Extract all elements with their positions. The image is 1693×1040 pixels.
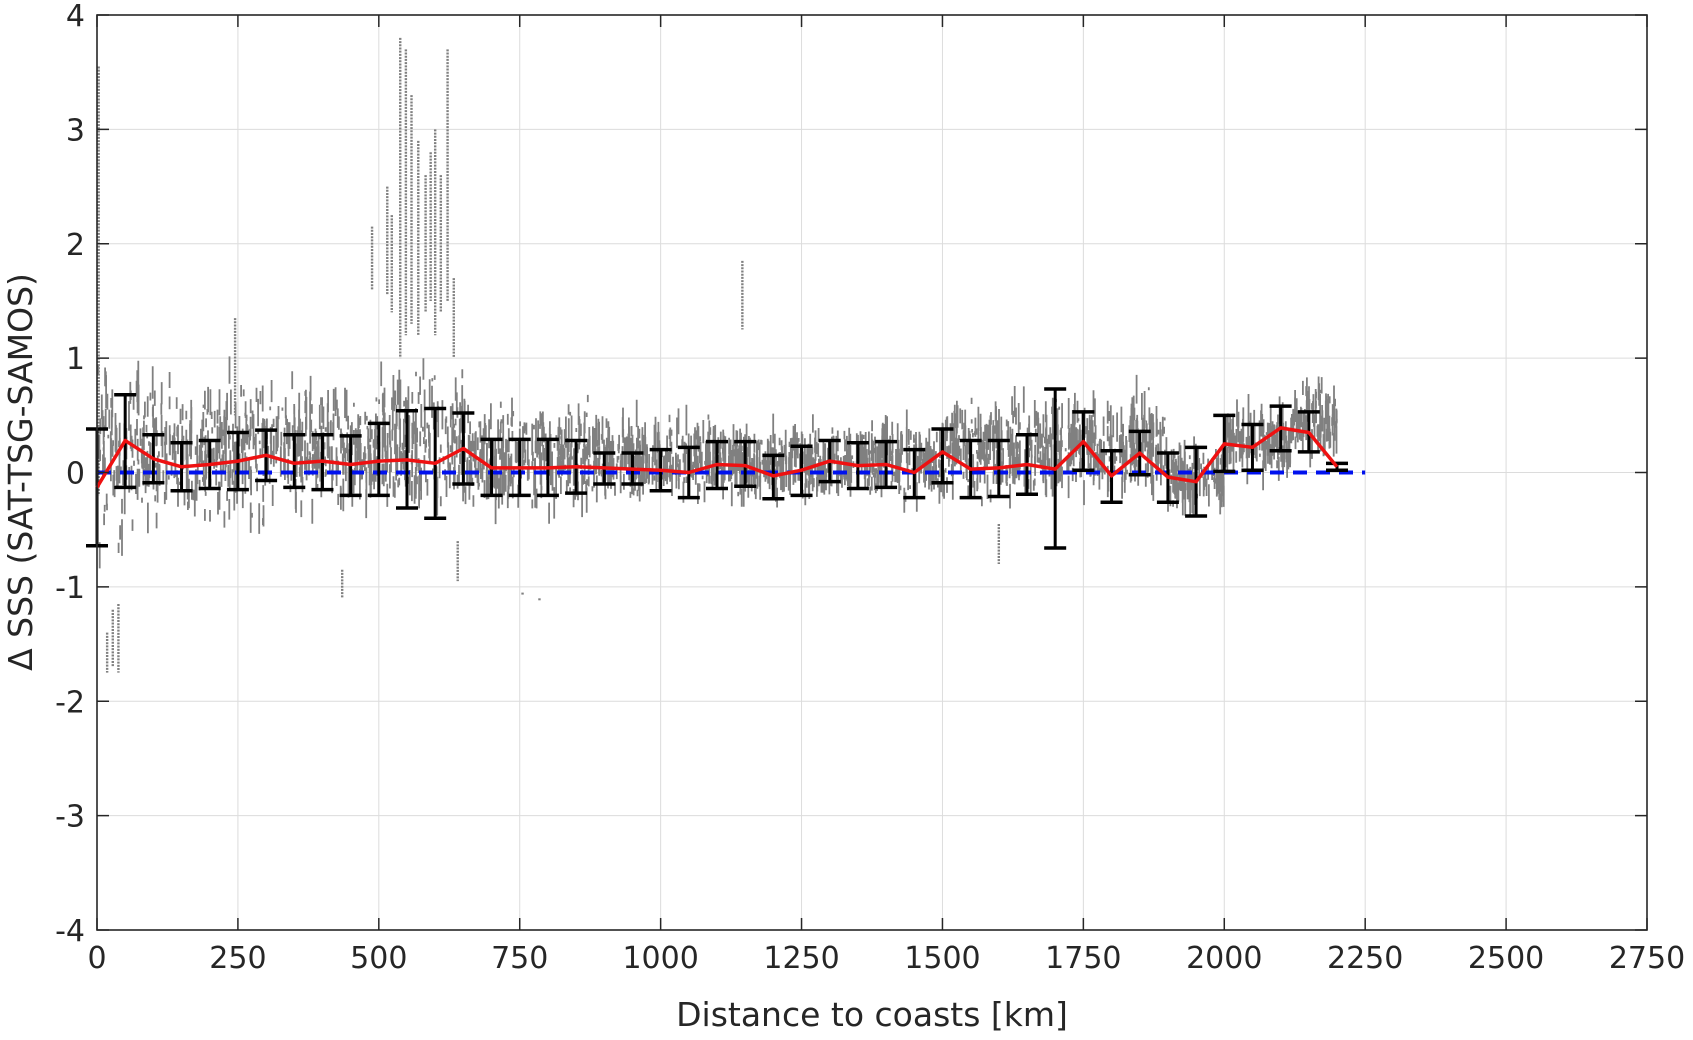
- x-tick-label-10: 2500: [1468, 941, 1544, 976]
- y-tick-label-7: 3: [66, 113, 85, 148]
- x-tick-label-6: 1500: [904, 941, 980, 976]
- scatter-points: [97, 37, 1338, 673]
- x-tick-label-2: 500: [350, 941, 407, 976]
- x-tick-label-8: 2000: [1186, 941, 1262, 976]
- y-tick-label-8: 4: [66, 0, 85, 34]
- y-axis-label: Δ SSS (SAT-TSG-SAMOS): [1, 273, 40, 671]
- x-tick-label-5: 1250: [763, 941, 839, 976]
- error-bar-10: [367, 421, 390, 498]
- y-tick-label-5: 1: [66, 342, 85, 377]
- mean-line: [95, 426, 1339, 489]
- x-tick-label-0: 0: [87, 941, 106, 976]
- x-tick-label-1: 250: [209, 941, 266, 976]
- mean-series-line: [95, 426, 1339, 489]
- y-tick-label-2: -2: [55, 685, 85, 720]
- y-tick-label-6: 2: [66, 228, 85, 263]
- error-bar-7: [283, 433, 306, 490]
- x-axis-label: Distance to coasts [km]: [676, 995, 1068, 1034]
- y-axis-ticks: -4 -3 -2 -1 0 1 2 3 4: [55, 0, 1647, 949]
- y-tick-label-3: -1: [55, 571, 85, 606]
- y-tick-label-0: -4: [55, 914, 85, 949]
- y-tick-label-4: 0: [66, 457, 85, 492]
- x-tick-label-11: 2750: [1609, 941, 1685, 976]
- error-bar-30: [931, 427, 954, 485]
- x-tick-label-7: 1750: [1045, 941, 1121, 976]
- x-tick-label-4: 1000: [622, 941, 698, 976]
- x-tick-label-3: 750: [491, 941, 548, 976]
- y-tick-label-1: -3: [55, 800, 85, 835]
- x-tick-label-9: 2250: [1327, 941, 1403, 976]
- x-axis-ticks: 0 250 500 750 1000 1250 1500 1750 2000 2250 2500 27…: [87, 15, 1685, 976]
